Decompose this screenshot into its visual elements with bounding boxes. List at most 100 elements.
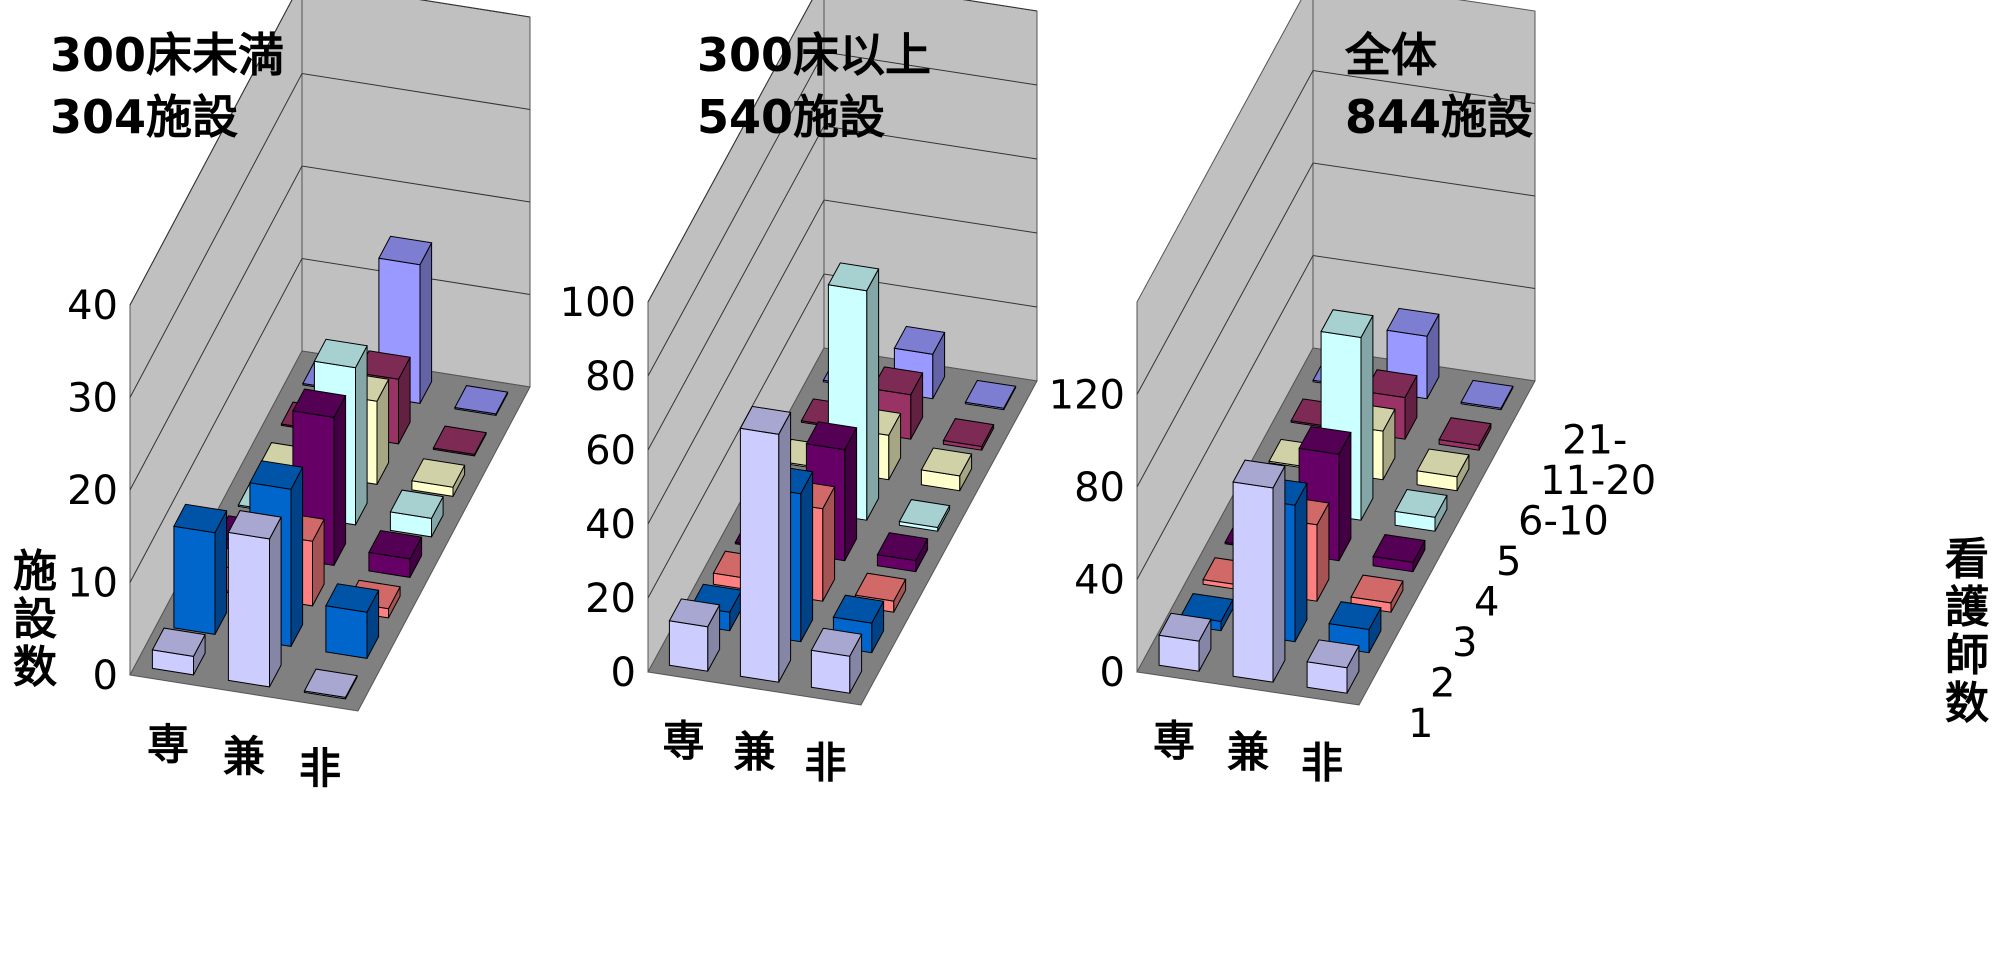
chart-title-all: 全体 844施設 xyxy=(1345,24,1533,148)
gridline xyxy=(129,165,531,491)
bar xyxy=(668,598,721,672)
bar-top-face xyxy=(227,510,282,540)
bar-top-face xyxy=(1328,601,1382,631)
bar xyxy=(151,627,206,676)
y-tick-label: 100 xyxy=(560,280,636,326)
chart-all-facilities: 0 40 80 120 専兼非 123456-1011-2021- xyxy=(1049,0,1656,788)
x-category-label: 非 xyxy=(1301,739,1343,788)
bar-top-face xyxy=(668,598,721,628)
bar xyxy=(325,583,380,659)
y-tick-label: 120 xyxy=(1049,373,1125,419)
bar xyxy=(893,325,946,400)
bar-top-face xyxy=(378,235,433,266)
bar-top-face xyxy=(805,421,858,451)
x-category-label: 非 xyxy=(804,739,846,788)
title-line-2: 304施設 xyxy=(50,90,239,144)
axis-title-char: 施 xyxy=(13,546,57,597)
gridline xyxy=(1136,254,1536,580)
bar-top-face xyxy=(389,489,444,519)
gridline xyxy=(647,51,1038,377)
depth-category-label: 11-20 xyxy=(1540,458,1656,504)
title-line-1: 300床未満 xyxy=(50,28,285,82)
bar-front-face xyxy=(227,531,270,688)
title-line-1: 全体 xyxy=(1345,28,1437,82)
bar-top-face xyxy=(1232,459,1286,489)
bar-top-face xyxy=(854,572,907,602)
axis-title-char: 師 xyxy=(1945,630,1989,681)
depth-category-label: 4 xyxy=(1474,579,1499,625)
x-category-label: 非 xyxy=(299,744,341,793)
y-tick-label: 40 xyxy=(1074,558,1125,604)
bar xyxy=(964,379,1017,411)
axis-title-char: 護 xyxy=(1945,582,1989,633)
bar xyxy=(432,425,487,457)
x-category-label: 専 xyxy=(147,720,189,769)
y-tick-label: 80 xyxy=(585,354,636,400)
bar-side-face xyxy=(269,516,282,688)
bar-top-face xyxy=(1372,534,1426,563)
bar xyxy=(411,458,466,497)
bar-side-face xyxy=(419,242,433,404)
x-category-label: 兼 xyxy=(733,728,775,777)
axis-title-char: 設 xyxy=(13,594,57,645)
y-axis-title: 施設数 xyxy=(10,548,60,692)
bar-top-face xyxy=(1306,639,1360,669)
y-tick-label: 10 xyxy=(67,561,118,607)
bar-top-face xyxy=(454,385,509,415)
bar-top-face xyxy=(942,418,995,448)
bar-side-face xyxy=(1272,465,1286,683)
bar xyxy=(876,532,929,573)
bar-front-face xyxy=(1232,481,1274,683)
bar-top-face xyxy=(876,532,929,562)
bar-side-face xyxy=(1360,315,1374,521)
bar-front-face xyxy=(739,427,780,683)
y-tick-label: 0 xyxy=(611,650,636,696)
bar xyxy=(1460,379,1514,411)
bar-top-face xyxy=(1460,379,1514,409)
gridline xyxy=(129,257,531,583)
title-line-2: 844施設 xyxy=(1345,90,1534,144)
bar xyxy=(368,530,423,578)
y-tick-label: 40 xyxy=(67,283,118,329)
bar-side-face xyxy=(1294,483,1308,642)
bar xyxy=(173,503,228,635)
depth-category-label: 21- xyxy=(1562,417,1627,463)
bar-top-face xyxy=(832,594,885,624)
bar-top-face xyxy=(1394,488,1448,518)
x-category-label: 専 xyxy=(662,717,704,766)
bar xyxy=(389,489,444,538)
bar-top-face xyxy=(1298,425,1352,455)
bar-top-face xyxy=(810,627,863,657)
y-tick-label: 40 xyxy=(585,502,636,548)
bar-side-face xyxy=(290,467,304,647)
bar-top-face xyxy=(1158,612,1212,642)
bar xyxy=(942,418,995,451)
bar xyxy=(898,499,951,532)
depth-category-label: 6-10 xyxy=(1518,498,1609,544)
bar-top-face xyxy=(920,447,973,477)
depth-axis-title: 看護師数 xyxy=(1942,536,1992,728)
bar-top-face xyxy=(1320,309,1374,339)
bar xyxy=(1438,417,1492,451)
gridline xyxy=(647,273,1038,599)
chart-under-300-beds: 0 10 20 30 40 専兼非 xyxy=(67,0,531,793)
x-category-label: 兼 xyxy=(223,732,265,781)
bar-front-face xyxy=(325,605,368,659)
gridline xyxy=(647,125,1038,451)
bar-top-face xyxy=(432,425,487,455)
bar-top-face xyxy=(964,379,1017,409)
bar xyxy=(1232,459,1286,683)
bar-side-face xyxy=(333,395,347,566)
bar-top-face xyxy=(893,325,946,355)
chart-over-300-beds: 0 20 40 60 80 100 専兼非 xyxy=(560,0,1038,788)
bar xyxy=(303,668,358,700)
depth-axis-title-text: 看護師数 xyxy=(1942,536,1992,728)
y-tick-label: 30 xyxy=(67,376,118,422)
bar-front-face xyxy=(668,620,709,672)
y-tick-label: 20 xyxy=(585,576,636,622)
gridline xyxy=(647,199,1038,525)
depth-category-label: 3 xyxy=(1452,620,1477,666)
bar xyxy=(920,447,973,492)
bar-top-face xyxy=(1438,417,1492,447)
